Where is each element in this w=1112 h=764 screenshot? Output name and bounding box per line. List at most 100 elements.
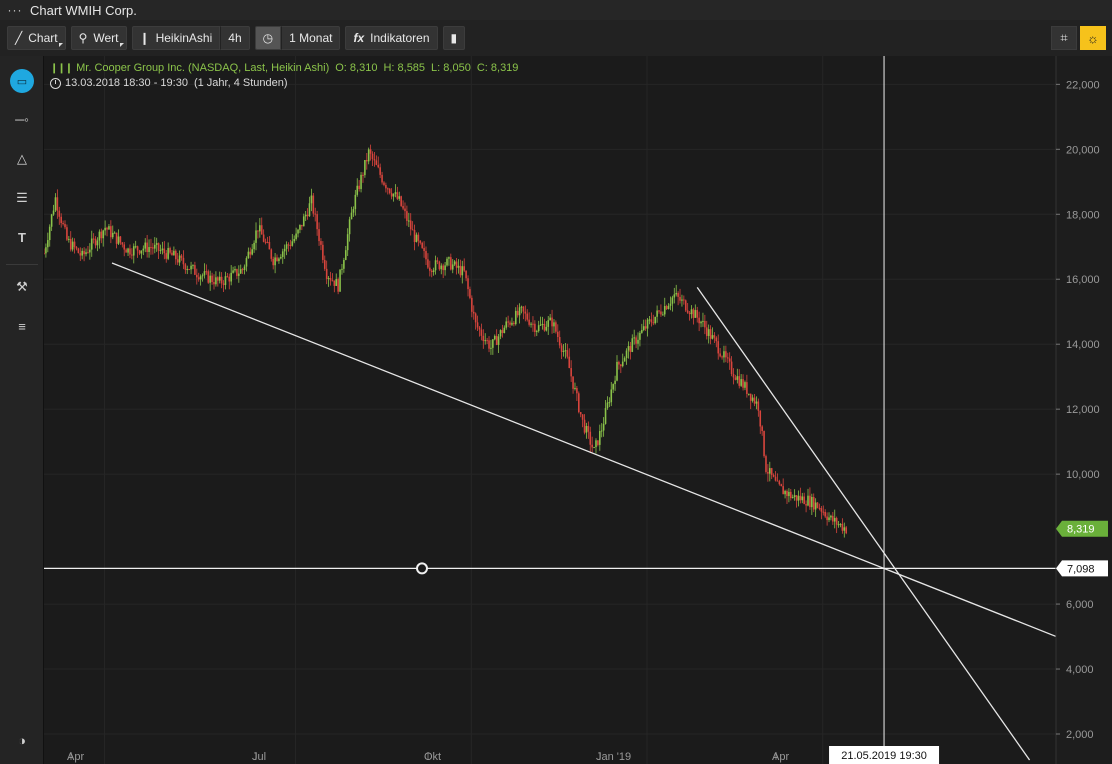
candle-body [839,523,842,525]
interval-button[interactable]: 4h [220,26,250,50]
candle-body [658,310,660,312]
candle-body [807,495,809,506]
sidebar-item-tools[interactable]: ⚒ [0,274,44,300]
chart-area[interactable]: 22,000 20,000 18,000 16,000 14,000 12,000 10,0… [43,56,1112,764]
candle-body [68,238,70,240]
sidebar-item-contrast[interactable]: ◑ [0,727,44,753]
resistance-trendline[interactable] [696,286,1031,761]
last-price-label: 8,319 [1067,524,1095,536]
candle-body [492,339,494,348]
candle-body [356,185,359,195]
candle-body [728,358,731,362]
candle-body [482,335,485,342]
chart-type-button[interactable]: ╱ Chart [7,26,66,50]
ellipsis-icon[interactable]: ··· [7,3,23,17]
candle-body [127,248,129,253]
candle-body [289,245,292,247]
candle-body [742,379,744,388]
candle-body [371,153,374,160]
candle-body [278,258,280,262]
bookmark-button[interactable]: ▮ [442,26,466,50]
candle-body [129,248,131,255]
candle-body [740,379,742,386]
candle-body [639,332,641,340]
candle-body [660,311,662,315]
candle-body [549,317,551,321]
candle-body [89,249,91,253]
candle-body [400,196,402,206]
candle-body [299,224,301,230]
candle-body [217,277,219,281]
candle-body [201,275,204,277]
crosshair-toggle-button[interactable]: ⌗ [1051,26,1077,50]
candle-body [450,257,452,270]
candle-body [331,280,334,282]
candle-body [360,174,362,190]
candle-body [413,230,416,243]
candle-body [251,249,253,255]
candle-body [736,376,739,380]
candle-body [415,234,418,243]
candle-body [159,250,162,252]
candle-body [136,246,139,251]
sidebar-item-cursor[interactable]: ▭ [0,68,44,94]
candle-body [222,283,225,285]
chart-svg[interactable]: 22,000 20,000 18,000 16,000 14,000 12,000 10,0… [43,56,1112,764]
clock-button[interactable]: ◷ [254,26,282,50]
candle-body [178,255,181,263]
candle-body [48,226,51,241]
candle-body [148,247,150,252]
sidebar-item-text[interactable]: T [0,224,44,250]
candle-body [94,238,97,246]
candle-body [509,322,511,325]
candle-body [788,491,790,497]
title-bar: ··· Chart WMIH Corp. [0,0,1112,20]
candle-body [782,486,784,495]
theme-toggle-button[interactable]: ☼ [1080,26,1106,50]
indicators-button[interactable]: fx Indikatoren [345,26,438,50]
candle-body [272,258,274,266]
candle-body [799,495,802,501]
candle-body [274,257,276,266]
candle-body [746,382,748,394]
sidebar-item-layers[interactable]: ≡ [0,313,44,339]
drawings[interactable] [44,56,1057,764]
toolbar: ╱ Chart ⚲ Wert ❙ HeikinAshi 4h ◷ 1 Monat [0,20,1112,56]
period-button[interactable]: 1 Monat [281,26,341,50]
candle-body [111,232,114,238]
heikin-ashi-button[interactable]: ❙ HeikinAshi [131,26,221,50]
candle-body [589,431,592,445]
sidebar-item-shape[interactable]: △ [0,146,44,172]
horizontal-line-handle[interactable] [416,562,428,575]
candle-body [560,345,563,352]
sidebar-item-fib[interactable]: ☰ [0,185,44,211]
candle-body [213,282,215,285]
candle-body [316,214,318,230]
candle-body [392,193,395,197]
candle-body [505,321,508,328]
candle-body [325,268,328,279]
candle-body [281,251,284,257]
candle-body [602,423,605,431]
candle-body [411,229,414,231]
candle-body [329,278,332,281]
price-tick-label: 14,000 [1066,339,1100,351]
candle-body [480,329,483,336]
candle-body [835,517,838,525]
candle-body [805,504,807,506]
candle-body [259,225,261,232]
candle-body [608,402,611,404]
candle-body [467,278,469,290]
candle-body [795,495,798,501]
candle-body [90,238,93,250]
candle-body [826,516,828,521]
sidebar-item-line[interactable]: ─◦ [0,106,44,132]
candle-body [442,265,444,271]
caret-icon [58,43,63,47]
candle-body [69,238,72,250]
candle-body [476,322,479,328]
candle-body [484,340,487,342]
candle-body [81,250,83,256]
wert-button[interactable]: ⚲ Wert [70,26,127,50]
